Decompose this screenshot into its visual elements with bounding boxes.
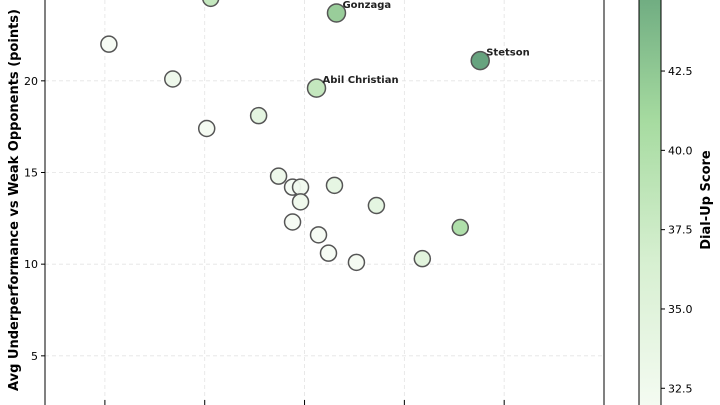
data-point — [319, 244, 338, 262]
data-points — [100, 0, 490, 272]
point-label: Gonzaga — [342, 0, 391, 11]
y-tick-label: 15 — [24, 167, 38, 180]
colorbar-tick-label: 37.5 — [668, 224, 693, 237]
axes: 5 10 15 20 — [24, 0, 605, 405]
data-point — [470, 50, 490, 71]
data-point — [269, 167, 288, 185]
colorbar-tick-label: 42.5 — [668, 65, 693, 78]
grid-lines — [45, 0, 605, 405]
colorbar-gradient — [638, 0, 662, 405]
data-point — [100, 35, 118, 53]
data-point — [306, 78, 327, 98]
colorbar: 32.535.037.540.042.545.0 — [638, 0, 693, 405]
data-point — [249, 106, 268, 125]
y-tick-label: 10 — [24, 258, 38, 271]
data-point — [197, 119, 216, 138]
data-point — [291, 193, 310, 211]
data-point — [202, 0, 220, 8]
point-label: Stetson — [486, 48, 530, 59]
data-point — [309, 226, 328, 244]
y-axis-label: Avg Underperformance vs Weak Opponents (… — [7, 9, 22, 391]
data-point — [164, 70, 182, 88]
data-point — [413, 249, 432, 268]
point-labels: Gonzaga Stetson Abil Christian — [323, 0, 530, 86]
colorbar-tick-label: 35.0 — [668, 303, 693, 316]
colorbar-tick-label: 40.0 — [668, 144, 693, 157]
data-point — [291, 178, 310, 196]
point-label: Abil Christian — [323, 75, 399, 86]
data-point — [347, 253, 366, 272]
y-tick-label: 5 — [31, 350, 38, 363]
y-tick-label: 20 — [24, 75, 38, 88]
colorbar-label: Dial-Up Score — [699, 150, 714, 250]
data-point — [283, 213, 302, 231]
data-point — [326, 3, 347, 23]
data-point — [367, 196, 386, 215]
data-point — [325, 176, 344, 195]
colorbar-tick-label: 32.5 — [668, 382, 693, 395]
data-point — [451, 218, 470, 237]
